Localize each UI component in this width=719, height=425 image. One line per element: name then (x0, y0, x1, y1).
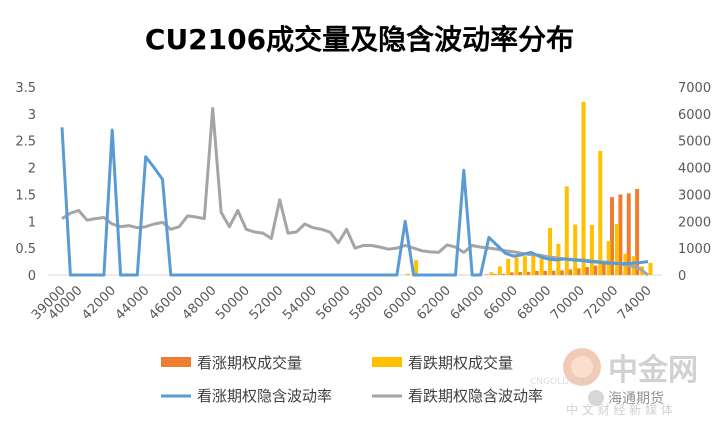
put-volume-bar (548, 228, 553, 275)
left-y-tick-label: 2.5 (15, 135, 36, 150)
legend-label: 看涨期权隐含波动率 (197, 387, 332, 405)
put-volume-bar (564, 186, 569, 275)
put-volume-bar (598, 150, 603, 275)
right-y-tick-label: 7000 (678, 81, 711, 96)
call-volume-bar (593, 265, 598, 275)
x-tick-label: 44000 (113, 283, 153, 323)
call-volume-bar (576, 268, 581, 275)
x-tick-label: 54000 (280, 283, 320, 323)
put-volume-bar (573, 224, 578, 275)
chart-title: CU2106成交量及隐含波动率分布 (144, 23, 575, 56)
call-volume-bar (610, 197, 615, 275)
x-tick-label: 58000 (347, 283, 387, 323)
call-volume-bar (534, 270, 539, 275)
right-y-tick-label: 3000 (678, 188, 711, 203)
put-volume-bar (506, 258, 511, 275)
watermark: 中金网 CNGOLD.ORG 中 文 财 经 新 媒 体 海通期货 (530, 348, 698, 417)
brand-logo-inner-icon (571, 356, 593, 378)
right-y-tick-label: 6000 (678, 108, 711, 123)
x-tick-label: 72000 (581, 283, 621, 323)
put-volume-bar (414, 260, 419, 275)
wechat-icon (588, 390, 604, 406)
x-tick-label: 70000 (548, 283, 588, 323)
bars-layer (405, 101, 653, 276)
put-volume-bar (497, 266, 502, 275)
x-tick-label: 66000 (481, 283, 521, 323)
x-tick-label: 68000 (515, 283, 555, 323)
legend-swatch (161, 357, 191, 367)
put-volume-bar (615, 223, 620, 275)
right-y-tick-label: 2000 (678, 215, 711, 230)
brand-main: 中金网 (608, 353, 698, 388)
legend-label: 看跌期权隐含波动率 (408, 387, 543, 405)
x-tick-label: 50000 (213, 283, 253, 323)
put-volume-bar (531, 256, 536, 275)
put-volume-bar (489, 272, 494, 275)
legend-swatch (372, 357, 402, 367)
put-iv-line (61, 107, 649, 277)
call-volume-bar (492, 274, 497, 275)
call-volume-bar (517, 272, 522, 275)
left-y-tick-label: 2 (28, 162, 36, 177)
brand-sub: 中 文 财 经 新 媒 体 (566, 402, 673, 417)
call-volume-bar (568, 269, 573, 275)
brand-url: CNGOLD.ORG (530, 377, 592, 387)
x-tick-label: 56000 (314, 283, 354, 323)
call-volume-bar (601, 263, 606, 275)
right-y-axis: 0 1000 2000 3000 4000 5000 6000 7000 (678, 81, 711, 284)
left-y-tick-label: 1.5 (15, 188, 36, 203)
x-tick-label: 74000 (615, 283, 655, 323)
right-y-tick-label: 1000 (678, 242, 711, 257)
left-y-tick-label: 1 (28, 215, 36, 230)
call-volume-bar (543, 270, 548, 275)
call-volume-bar (584, 266, 589, 275)
left-y-tick-label: 0 (28, 269, 36, 284)
put-volume-bar (606, 241, 611, 275)
put-volume-bar (589, 225, 594, 275)
x-axis: 3900040000420004400046000480005000052000… (29, 283, 655, 323)
left-y-tick-label: 3.5 (15, 81, 36, 96)
x-tick-label: 48000 (180, 283, 220, 323)
call-iv-line (60, 127, 649, 277)
call-volume-bar (501, 273, 506, 275)
left-y-tick-label: 3 (28, 108, 36, 123)
x-tick-label: 42000 (79, 283, 119, 323)
call-volume-bar (626, 193, 631, 275)
call-volume-bar (635, 189, 640, 275)
call-volume-bar (551, 270, 556, 275)
put-volume-bar (539, 254, 544, 275)
call-volume-bar (484, 274, 489, 275)
put-volume-bar (514, 257, 519, 275)
right-y-tick-label: 5000 (678, 135, 711, 150)
x-tick-label: 52000 (247, 283, 287, 323)
call-volume-bar (509, 272, 514, 275)
put-volume-bar (648, 262, 653, 275)
right-y-tick-label: 0 (678, 269, 686, 284)
put-volume-bar (581, 101, 586, 276)
call-volume-bar (559, 270, 564, 275)
legend-label: 看跌期权成交量 (408, 354, 513, 372)
x-tick-label: 60000 (381, 283, 421, 323)
put-volume-bar (405, 273, 410, 275)
left-y-axis: 0 0.5 1 1.5 2 2.5 3 3.5 (15, 81, 36, 284)
call-volume-bar (526, 271, 531, 275)
call-volume-bar (618, 194, 623, 275)
x-tick-label: 46000 (146, 283, 186, 323)
second-brand: 海通期货 (608, 390, 664, 407)
left-y-tick-label: 0.5 (15, 242, 36, 257)
x-tick-label: 62000 (414, 283, 454, 323)
lines-layer (60, 107, 649, 277)
x-tick-label: 64000 (448, 283, 488, 323)
right-y-tick-label: 4000 (678, 162, 711, 177)
legend-label: 看涨期权成交量 (197, 354, 302, 372)
put-volume-bar (522, 256, 527, 275)
